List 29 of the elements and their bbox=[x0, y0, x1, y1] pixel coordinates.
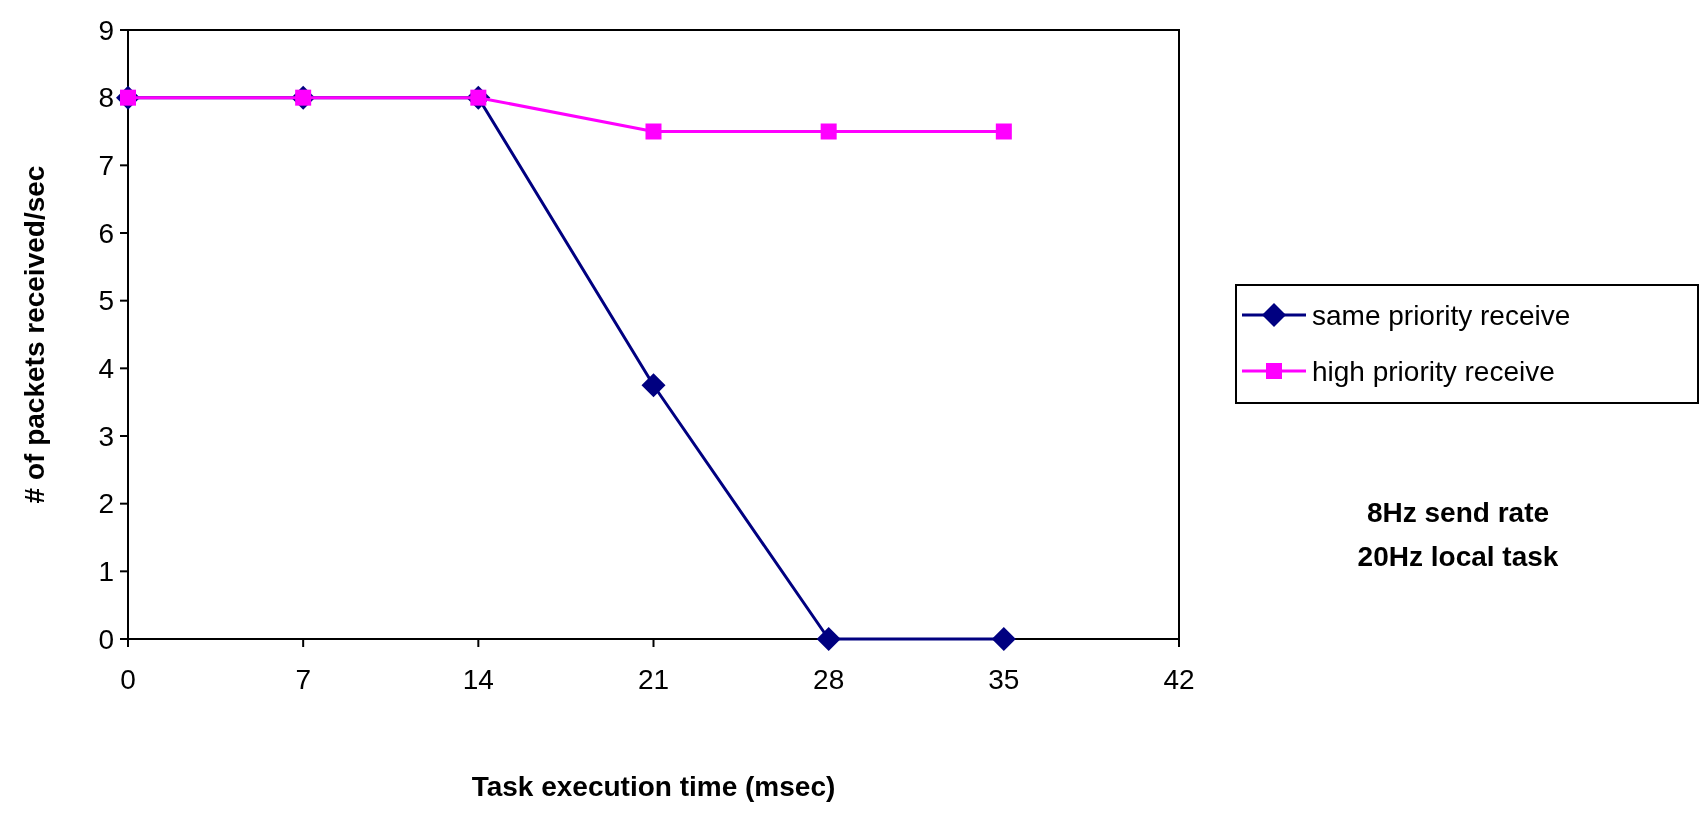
y-axis-title: # of packets received/sec bbox=[18, 165, 50, 504]
legend-label: same priority receive bbox=[1312, 299, 1571, 331]
text: 8Hz send rate bbox=[1366, 497, 1550, 528]
y-tick-label: 7 bbox=[98, 149, 114, 181]
x-tick-label: 28 bbox=[813, 663, 845, 695]
point bbox=[645, 123, 662, 140]
point bbox=[816, 627, 841, 651]
point bbox=[820, 123, 837, 140]
y-tick-label: 8 bbox=[98, 82, 114, 114]
y-tick-label: 9 bbox=[98, 14, 114, 46]
y-tick-label: 6 bbox=[98, 217, 114, 249]
point bbox=[641, 373, 666, 398]
y-tick-label: 5 bbox=[98, 285, 114, 317]
x-tick-label: 0 bbox=[120, 663, 136, 695]
x-tick-label: 21 bbox=[637, 663, 670, 695]
x-tick-label: 35 bbox=[988, 663, 1020, 695]
point bbox=[991, 627, 1016, 651]
y-tick-label: 3 bbox=[98, 420, 114, 452]
y-tick-label: 4 bbox=[98, 352, 114, 384]
legend-label: high priority receive bbox=[1312, 355, 1555, 387]
y-tick-label: 1 bbox=[98, 555, 114, 587]
x-axis-title: Task execution time (msec) bbox=[471, 771, 836, 802]
y-tick-label: 2 bbox=[98, 488, 114, 520]
text: 20Hz local task bbox=[1357, 541, 1559, 572]
x-tick-label: 7 bbox=[295, 663, 311, 695]
point bbox=[995, 123, 1012, 140]
x-tick-label: 42 bbox=[1163, 663, 1195, 695]
y-tick-label: 0 bbox=[98, 623, 114, 655]
x-tick-label: 14 bbox=[462, 663, 494, 695]
